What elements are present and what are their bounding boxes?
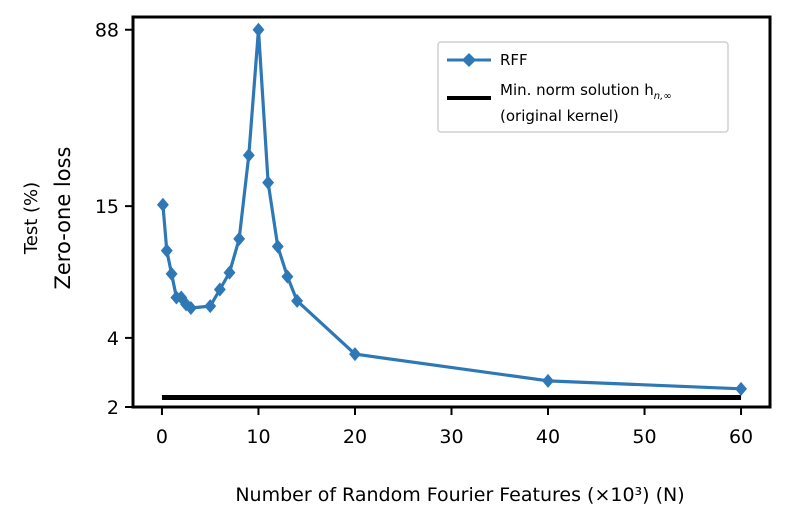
rff-point: [281, 269, 294, 284]
legend-box: [437, 41, 729, 133]
rff-point: [242, 148, 255, 163]
legend-rff-label: RFF: [500, 51, 528, 69]
rff-point: [542, 373, 554, 388]
x-tick-label: 40: [536, 426, 560, 448]
legend-minnorm-label-line2: (original kernel): [500, 107, 619, 125]
y-tick-label: 88: [95, 20, 119, 42]
rff-point: [349, 347, 361, 362]
x-tick-label: 0: [156, 426, 168, 448]
rff-point: [160, 243, 173, 258]
x-tick-label: 20: [343, 426, 367, 448]
legend-minnorm-subscript: n,∞: [654, 91, 672, 102]
rff-point: [735, 381, 747, 396]
axis-ticks: 0 10 20 30 40 50 60 2 4 15 88: [95, 20, 753, 448]
rff-point: [184, 300, 197, 315]
y-tick-label: 4: [107, 328, 119, 350]
legend-rff-marker: [462, 53, 476, 67]
rff-point: [233, 231, 246, 246]
x-tick-label: 10: [246, 426, 270, 448]
y-tick-label: 2: [107, 397, 119, 419]
rff-point: [223, 265, 236, 280]
y-tick-label: 15: [95, 196, 119, 218]
rff-point: [213, 282, 226, 297]
y-axis-label: Zero-one loss: [51, 146, 75, 289]
rff-point: [252, 22, 265, 37]
x-axis-label: Number of Random Fourier Features (×10³)…: [235, 484, 684, 506]
rff-point: [156, 197, 169, 212]
legend: RFF Min. norm solution hn,∞ (original ke…: [437, 41, 729, 133]
rff-point: [262, 175, 275, 190]
legend-minnorm-text: Min. norm solution h: [500, 81, 654, 99]
y-axis-label-top: Test (%): [21, 182, 42, 255]
chart-marks: [156, 22, 747, 400]
x-tick-label: 30: [439, 426, 463, 448]
x-tick-label: 60: [729, 426, 753, 448]
x-tick-label: 50: [632, 426, 656, 448]
rff-point: [165, 266, 178, 281]
rff-point: [271, 239, 284, 254]
legend-minnorm-label: Min. norm solution hn,∞: [500, 81, 672, 102]
rff-point: [291, 293, 304, 308]
rff-point: [204, 299, 217, 314]
